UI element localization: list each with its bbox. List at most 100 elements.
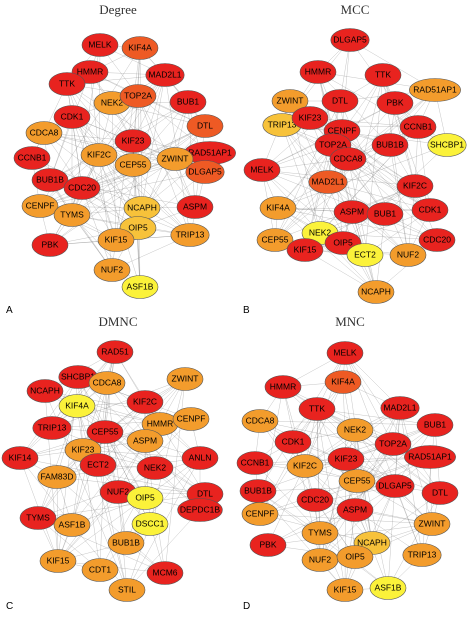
node: TTK — [298, 397, 336, 421]
network-panel: MCC B DLGAP5 HMMR TTK RAD51AP1 ZWINT DTL PBK TRIP… — [243, 2, 467, 316]
node-label: CDCA8 — [334, 153, 363, 163]
node-label: ZWINT — [277, 95, 304, 105]
node: TRIP13 — [402, 543, 442, 567]
edge — [51, 427, 156, 469]
node-label: MELK — [88, 39, 111, 49]
edge — [71, 524, 128, 591]
node-shape — [97, 228, 135, 252]
node-shape — [329, 147, 367, 171]
node-shape — [170, 223, 210, 247]
node: NUF2 — [93, 258, 131, 282]
node-label: TTK — [375, 69, 391, 79]
edge — [342, 144, 448, 244]
node-shape — [416, 413, 454, 437]
node-label: DLGAP5 — [378, 480, 412, 490]
edge — [19, 457, 73, 526]
node: CENPF — [241, 502, 279, 526]
node-shape — [326, 578, 364, 602]
node: ECT2 — [346, 243, 384, 267]
node: ZWINT — [156, 147, 194, 171]
node-label: KIF15 — [334, 584, 357, 594]
node-label: KIF2C — [403, 180, 427, 190]
node: NCAPH — [357, 280, 395, 304]
edge — [341, 39, 351, 132]
node: STIL — [108, 578, 146, 602]
node: TOP2A — [119, 84, 157, 108]
node-shape — [146, 561, 184, 585]
node-shape — [271, 89, 309, 113]
edge — [261, 100, 341, 171]
node-label: CCNB1 — [241, 457, 270, 467]
node: KIF4A — [121, 36, 159, 60]
node-shape — [336, 498, 374, 522]
node-shape — [25, 121, 63, 145]
edge — [56, 405, 78, 478]
node-label: KIF15 — [294, 244, 317, 254]
node-shape — [176, 195, 214, 219]
node-shape — [88, 371, 126, 395]
node-label: CDK1 — [282, 436, 305, 446]
node-shape — [166, 367, 204, 391]
node: ANLN — [181, 446, 219, 470]
node: MELK — [81, 33, 119, 57]
node-shape — [411, 198, 449, 222]
node: KIF4A — [58, 394, 96, 418]
node-label: CENPF — [177, 413, 206, 423]
node: MCM6 — [146, 561, 184, 585]
node-label: ECT2 — [354, 249, 376, 259]
node: NCAPH — [123, 196, 161, 220]
node-label: KIF23 — [299, 112, 322, 122]
node: ECT2 — [79, 453, 117, 477]
node-shape — [301, 521, 339, 545]
edge — [98, 154, 141, 288]
edge — [19, 457, 206, 495]
node-shape — [404, 445, 456, 469]
node-shape — [186, 114, 224, 138]
node-shape — [31, 233, 69, 257]
node-shape — [39, 549, 77, 573]
node-shape — [185, 160, 225, 184]
network-panel: MNC D MELK HMMR KIF4A MAD2L1 TTK BUB1 CDCA8 NEK2 T… — [236, 314, 459, 612]
edge — [71, 116, 83, 189]
edge — [56, 457, 201, 478]
node-label: CDCA8 — [93, 377, 122, 387]
node-label: DEPDC1B — [180, 504, 220, 514]
node-shape — [399, 115, 437, 139]
node-shape — [21, 194, 59, 218]
node-shape — [32, 416, 72, 440]
node-label: NEK2 — [309, 227, 331, 237]
node-shape — [63, 176, 101, 200]
node-label: ASPM — [183, 201, 207, 211]
node-label: RAD51AP1 — [188, 147, 232, 157]
edge — [347, 158, 431, 211]
node-shape — [58, 394, 96, 418]
node-label: MAD2L1 — [383, 402, 416, 412]
node: KIF4A — [259, 196, 297, 220]
panel-title: Degree — [99, 2, 137, 17]
node: KIF15 — [326, 578, 364, 602]
edge — [81, 187, 113, 271]
node: KIF23 — [291, 106, 329, 130]
edge — [71, 378, 186, 526]
node-label: KIF23 — [335, 453, 358, 463]
node-label: MELK — [250, 164, 273, 174]
node-label: KIF15 — [105, 234, 128, 244]
edge — [49, 158, 176, 246]
node-label: HMMR — [77, 66, 103, 76]
node: TYMS — [53, 203, 91, 227]
node-shape — [53, 513, 91, 537]
node: ASPM — [333, 200, 371, 224]
node-label: KIF4A — [65, 400, 89, 410]
node: NUF2 — [389, 243, 427, 267]
node-shape — [413, 512, 451, 536]
node-shape — [131, 512, 169, 536]
edge — [417, 126, 431, 211]
node-label: ASPM — [340, 206, 364, 216]
node-label: ASPM — [133, 435, 157, 445]
node-label: CENPF — [26, 200, 55, 210]
node: MAD2L1 — [145, 63, 185, 87]
node-label: CEP55 — [262, 234, 289, 244]
node-label: SHCBP1 — [430, 139, 464, 149]
node-shape — [37, 465, 77, 489]
